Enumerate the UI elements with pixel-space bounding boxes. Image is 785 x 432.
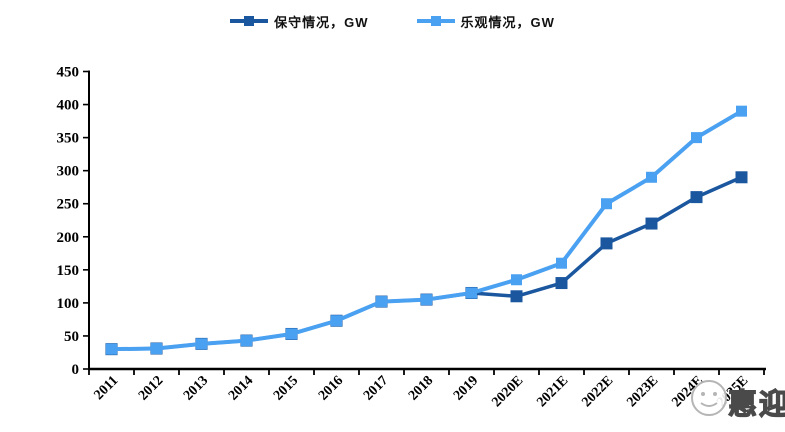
series-line-0 [109, 175, 744, 351]
y-tick-label: 150 [57, 263, 80, 279]
data-point-marker [601, 198, 612, 210]
series-line-1 [109, 109, 744, 352]
y-tick-label: 200 [57, 230, 80, 246]
data-point-marker [106, 343, 117, 355]
legend-marker-square [244, 16, 255, 26]
data-point-marker [421, 294, 432, 306]
data-point-marker [196, 338, 207, 350]
x-axis-label: 2012 [136, 373, 166, 403]
y-tick-label: 250 [57, 197, 80, 213]
data-point-marker [510, 290, 523, 303]
x-axis-label: 2019 [451, 373, 481, 403]
x-axis-label: 2024E [669, 373, 706, 410]
data-point-marker [151, 343, 162, 355]
x-axis-label: 2013 [181, 373, 211, 403]
data-point-marker [735, 171, 748, 184]
data-point-marker [736, 105, 747, 117]
x-axis-label: 2015 [271, 373, 301, 403]
data-point-marker [690, 191, 703, 204]
x-axis-label: 2022E [579, 373, 616, 410]
data-point-marker [691, 132, 702, 144]
y-tick-label: 100 [57, 296, 80, 312]
y-tick-label: 300 [57, 164, 80, 180]
data-point-marker [466, 287, 477, 299]
data-point-marker [600, 237, 613, 250]
legend-item-1: 乐观情况，GW [416, 12, 555, 31]
data-point-marker [286, 328, 297, 340]
legend-marker-square [430, 16, 441, 26]
data-point-marker [376, 296, 387, 308]
data-point-marker [511, 274, 522, 286]
x-axis-label: 2016 [316, 373, 346, 403]
legend-marker [230, 16, 269, 26]
y-tick-label: 0 [72, 362, 80, 378]
y-tick-label: 400 [57, 98, 80, 114]
x-axis-label: 2018 [406, 373, 436, 403]
y-tick-label: 450 [57, 65, 80, 81]
legend-label: 乐观情况，GW [460, 14, 555, 30]
x-axis-label: 2025E [714, 373, 751, 410]
x-axis-label: 2017 [361, 373, 391, 403]
data-point-marker [555, 277, 568, 290]
data-point-marker [645, 217, 658, 230]
x-axis-label: 2021E [534, 373, 571, 410]
data-point-marker [646, 171, 657, 183]
y-tick-label: 350 [57, 131, 80, 147]
x-axis-label: 2014 [226, 373, 256, 403]
data-point-marker [556, 257, 567, 269]
legend-item-0: 保守情况，GW [230, 12, 368, 31]
x-axis-label: 2023E [624, 373, 661, 410]
y-tick-label: 50 [64, 329, 79, 345]
chart-legend: 保守情况，GW 乐观情况，GW [0, 10, 785, 32]
legend-marker [416, 16, 455, 26]
legend-label: 保守情况，GW [274, 14, 369, 30]
x-axis-label: 2020E [489, 373, 526, 410]
x-axis-label: 2011 [91, 373, 121, 403]
data-point-marker [331, 315, 342, 327]
data-point-marker [241, 335, 252, 347]
